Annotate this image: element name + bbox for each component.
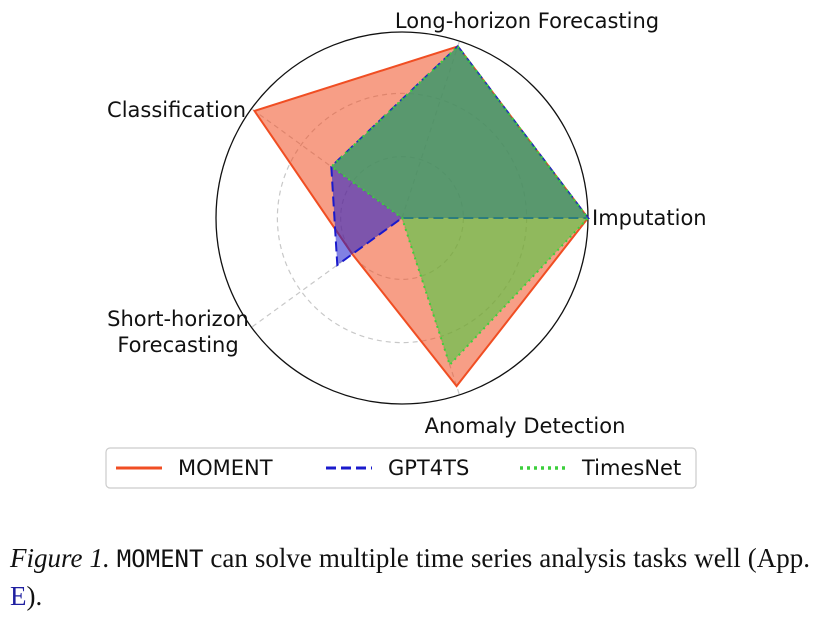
caption-text: can solve multiple time series analysis … [203, 543, 810, 573]
axis-label-4-line-1: Short-horizon [107, 307, 249, 331]
axis-label-3: Anomaly Detection [425, 414, 626, 438]
figure-label: Figure 1. [10, 543, 110, 573]
series-fill-timesnet [331, 46, 588, 365]
axis-label-2: Imputation [592, 206, 707, 230]
axis-label-4-line-2: Forecasting [117, 333, 238, 357]
legend-label-moment: MOMENT [178, 456, 273, 480]
radar-chart: Long-horizon Forecasting Imputation Anomal… [105, 9, 707, 489]
figure-caption: Figure 1. MOMENT can solve multiple time… [10, 540, 810, 615]
caption-end: ). [26, 581, 43, 611]
appendix-ref-link[interactable]: E [10, 581, 27, 611]
axis-label-1: Long-horizon Forecasting [395, 9, 659, 33]
legend-box [105, 447, 697, 489]
radar-series [252, 44, 591, 388]
axis-label-5: Classification [107, 98, 246, 122]
axis-labels: Long-horizon Forecasting Imputation Anomal… [107, 9, 707, 438]
legend-label-timesnet: TimesNet [581, 456, 681, 480]
legend-label-gpt4ts: GPT4TS [388, 456, 469, 480]
model-name: MOMENT [116, 545, 204, 573]
legend: MOMENT GPT4TS TimesNet [105, 447, 697, 489]
